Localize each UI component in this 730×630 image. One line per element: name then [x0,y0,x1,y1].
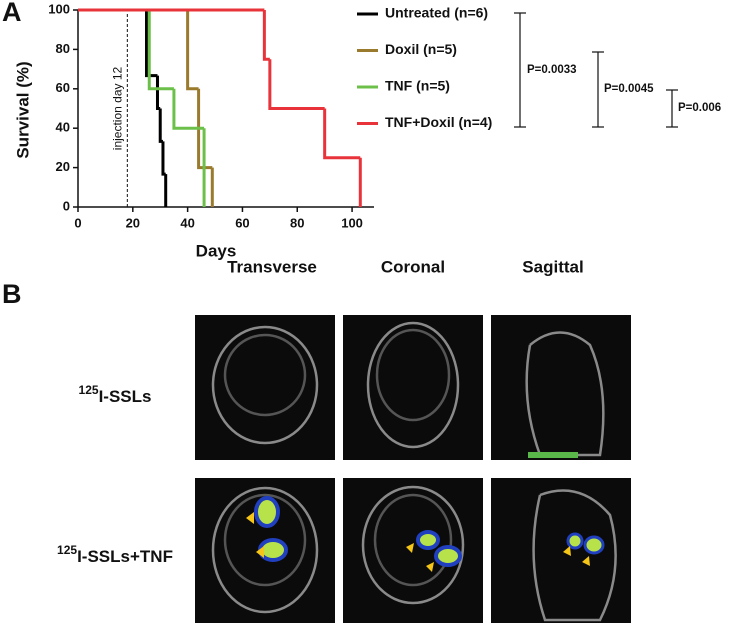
x-tick-label: 100 [341,215,363,230]
survival-step [172,88,205,130]
column-header: Transverse [227,257,317,276]
y-axis-label: Survival (%) [13,61,32,158]
survival-step [197,88,213,170]
isotope: 125 [57,543,77,557]
isotope: 125 [79,383,99,397]
y-tick-label: 40 [56,120,70,135]
y-tick-label: 80 [56,41,70,56]
label: I-SSLs [99,387,152,406]
x-axis-label: Days [196,241,237,260]
row-label: 125I-SSLs+TNF [57,543,173,566]
x-tick-label: 80 [290,215,304,230]
y-tick-label: 100 [48,1,70,16]
p-value: P=0.006 [678,102,721,114]
y-tick-label: 0 [63,198,70,213]
column-header: Coronal [381,257,445,276]
survival-step [147,10,174,91]
legend-label: Doxil (n=5) [385,41,457,57]
survival-step [145,10,158,78]
row-label: 125I-SSLs [79,383,152,406]
legend-label: TNF+Doxil (n=4) [385,114,492,130]
p-value: P=0.0033 [527,64,577,76]
survival-step [155,75,161,110]
y-tick-label: 20 [56,159,70,174]
survival-step [158,108,163,143]
x-tick-label: 60 [235,215,249,230]
legend-label: TNF (n=5) [385,78,450,94]
survival-step [161,141,166,176]
survival-step [268,59,325,110]
x-tick-label: 40 [180,215,194,230]
x-tick-label: 20 [126,215,140,230]
annotation: injection day 12 [111,66,125,150]
x-tick-label: 0 [74,215,81,230]
panel-label: A [2,0,22,27]
panel-label: B [2,279,22,309]
survival-step [323,108,361,160]
label: I-SSLs+TNF [77,547,173,566]
scan-images [195,315,631,623]
column-header: Sagittal [522,257,583,276]
legend-label: Untreated (n=6) [385,5,488,21]
survival-step [262,10,270,61]
y-tick-label: 60 [56,80,70,95]
p-brackets [514,12,678,128]
survival-step [186,10,199,91]
p-value: P=0.0045 [604,83,654,95]
